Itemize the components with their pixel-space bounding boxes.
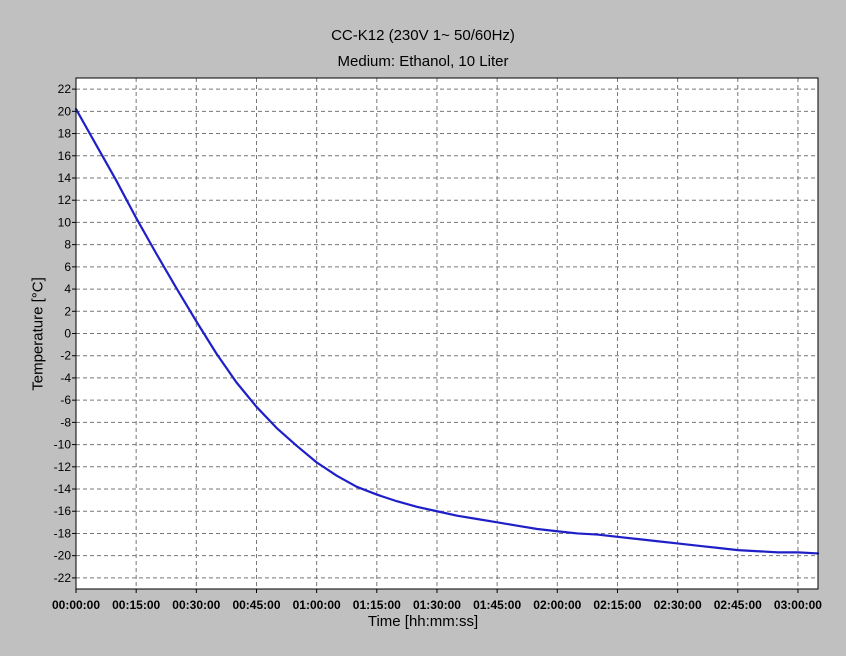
x-axis-label: Time [hh:mm:ss] (367, 613, 479, 630)
y-tick-label: 2 (64, 304, 71, 318)
plot-border (75, 77, 819, 590)
x-tick-label: 02:45:00 (714, 598, 762, 612)
x-tick-label: 02:00:00 (533, 598, 581, 612)
y-tick-label: -20 (54, 549, 72, 563)
y-tick-label: 18 (58, 127, 72, 141)
x-tick-label: 00:00:00 (52, 598, 100, 612)
y-tick-label: 4 (64, 282, 71, 296)
y-tick-label: 22 (58, 82, 72, 96)
y-axis-label: Temperature [°C] (29, 277, 47, 391)
chart-subtitle: Medium: Ethanol, 10 Liter (337, 53, 509, 70)
y-tick-label: -4 (60, 371, 71, 385)
x-tick-label: 00:45:00 (232, 598, 280, 612)
y-tick-label: 6 (64, 260, 71, 274)
y-tick-label: 0 (64, 327, 71, 341)
x-axis-ticks: 00:00:00 00:15:00 00:30:00 00:45:00 01:00:00… (52, 589, 822, 612)
y-axis-ticks: 2220181614121086420-2-4-6-8-10-12-14-16-… (54, 82, 76, 585)
x-tick-label: 01:30:00 (413, 598, 461, 612)
y-tick-label: -22 (54, 571, 72, 585)
y-tick-label: 14 (58, 171, 72, 185)
x-tick-label: 00:15:00 (112, 598, 160, 612)
y-tick-label: -16 (54, 504, 72, 518)
y-tick-label: 20 (58, 104, 72, 118)
y-tick-label: -10 (54, 438, 72, 452)
y-tick-label: 16 (58, 149, 72, 163)
y-tick-label: -18 (54, 526, 72, 540)
x-tick-label: 02:15:00 (593, 598, 641, 612)
x-tick-label: 01:15:00 (353, 598, 401, 612)
y-tick-label: -6 (60, 393, 71, 407)
x-tick-label: 03:00:00 (774, 598, 822, 612)
y-tick-label: -2 (60, 349, 71, 363)
x-tick-label: 00:30:00 (172, 598, 220, 612)
series-layer (74, 108, 820, 555)
y-tick-label: -14 (54, 482, 72, 496)
x-tick-label: 02:30:00 (654, 598, 702, 612)
y-tick-label: 8 (64, 238, 71, 252)
y-tick-label: -8 (60, 415, 71, 429)
grid-lines (76, 78, 818, 589)
y-tick-label: 10 (58, 215, 72, 229)
x-tick-label: 01:00:00 (293, 598, 341, 612)
x-tick-label: 01:45:00 (473, 598, 521, 612)
y-tick-label: -12 (54, 460, 72, 474)
y-tick-label: 12 (58, 193, 72, 207)
chart-title: CC-K12 (230V 1~ 50/60Hz) (331, 27, 515, 44)
series-line (74, 108, 820, 555)
